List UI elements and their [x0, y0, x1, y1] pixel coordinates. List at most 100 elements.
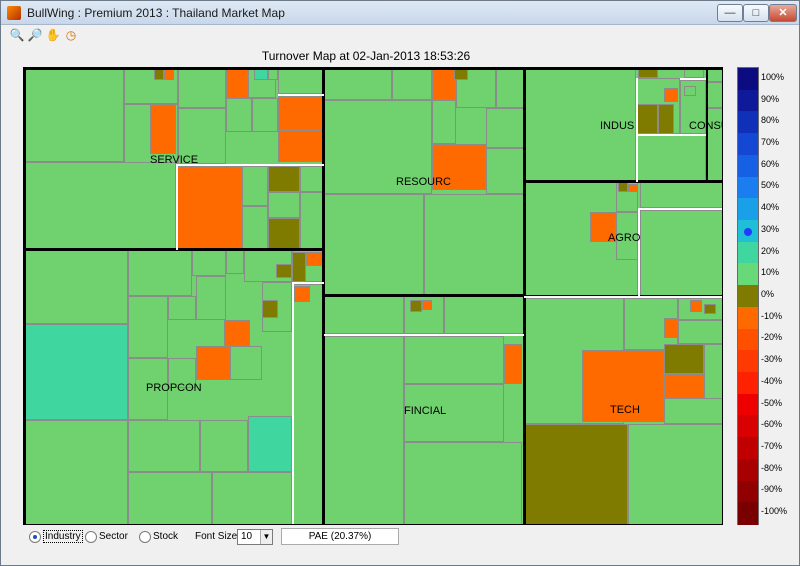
- stock-tile[interactable]: [486, 108, 524, 148]
- treemap[interactable]: SERVICE RESOURC INDUS CONSUMP AGRO PROPC…: [23, 67, 723, 525]
- stock-tile[interactable]: [690, 300, 702, 312]
- stock-tile[interactable]: [128, 472, 212, 524]
- stock-tile[interactable]: [432, 68, 456, 100]
- stock-tile[interactable]: [628, 424, 722, 524]
- stock-tile[interactable]: [658, 104, 674, 134]
- stock-tile[interactable]: [252, 98, 278, 132]
- stock-tile[interactable]: [324, 68, 392, 100]
- stock-tile[interactable]: [278, 96, 324, 130]
- stock-tile[interactable]: [24, 162, 176, 250]
- stock-tile[interactable]: [212, 472, 292, 524]
- stock-tile[interactable]: [200, 420, 248, 472]
- stock-tile[interactable]: [638, 68, 658, 78]
- maximize-button[interactable]: □: [743, 4, 769, 22]
- stock-tile[interactable]: [664, 374, 704, 398]
- stock-tile[interactable]: [324, 336, 404, 524]
- stock-tile[interactable]: [664, 88, 678, 102]
- stock-tile[interactable]: [524, 424, 628, 524]
- stock-tile[interactable]: [704, 304, 716, 314]
- stock-tile[interactable]: [300, 166, 324, 192]
- stock-tile[interactable]: [640, 182, 722, 208]
- stock-tile[interactable]: [432, 100, 456, 144]
- stock-tile[interactable]: [196, 276, 226, 320]
- stock-tile[interactable]: [404, 384, 504, 442]
- sector-radio[interactable]: [85, 531, 97, 543]
- stock-label[interactable]: Stock: [153, 531, 179, 542]
- stock-tile[interactable]: [128, 250, 192, 296]
- stock-tile[interactable]: [24, 68, 124, 162]
- industry-radio[interactable]: [29, 531, 41, 543]
- stock-tile[interactable]: [616, 212, 638, 260]
- stock-tile[interactable]: [590, 212, 616, 242]
- stock-tile[interactable]: [664, 398, 722, 424]
- stock-tile[interactable]: [324, 100, 432, 194]
- pan-hand-icon[interactable]: ✋: [45, 28, 61, 42]
- stock-tile[interactable]: [268, 218, 300, 250]
- stock-tile[interactable]: [636, 134, 706, 182]
- stock-tile[interactable]: [324, 296, 404, 334]
- stock-tile[interactable]: [226, 250, 244, 274]
- stock-tile[interactable]: [678, 320, 722, 344]
- stock-tile[interactable]: [706, 82, 722, 108]
- stock-tile[interactable]: [392, 68, 432, 100]
- sector-label[interactable]: Sector: [99, 531, 128, 542]
- close-button[interactable]: ✕: [769, 4, 797, 22]
- stock-tile[interactable]: [486, 148, 524, 194]
- refresh-clock-icon[interactable]: ◷: [65, 28, 77, 42]
- stock-tile[interactable]: [278, 68, 324, 94]
- stock-tile[interactable]: [422, 300, 432, 310]
- stock-tile[interactable]: [268, 192, 300, 218]
- stock-tile[interactable]: [582, 350, 664, 422]
- stock-tile[interactable]: [24, 420, 128, 524]
- stock-tile[interactable]: [300, 192, 324, 250]
- stock-tile[interactable]: [24, 324, 128, 420]
- stock-tile[interactable]: [128, 420, 200, 472]
- stock-tile[interactable]: [292, 284, 324, 524]
- stock-tile[interactable]: [706, 68, 722, 82]
- stock-tile[interactable]: [292, 252, 306, 282]
- stock-tile[interactable]: [196, 346, 230, 380]
- stock-tile[interactable]: [628, 184, 638, 192]
- stock-tile[interactable]: [176, 166, 242, 250]
- stock-tile[interactable]: [242, 166, 268, 206]
- stock-tile[interactable]: [224, 320, 250, 346]
- stock-tile[interactable]: [424, 194, 524, 296]
- stock-tile[interactable]: [404, 442, 522, 524]
- stock-tile[interactable]: [276, 264, 292, 278]
- stock-tile[interactable]: [684, 86, 696, 96]
- stock-tile[interactable]: [254, 68, 268, 80]
- stock-tile[interactable]: [278, 130, 324, 162]
- stock-tile[interactable]: [178, 68, 226, 108]
- stock-tile[interactable]: [294, 286, 310, 302]
- stock-tile[interactable]: [636, 104, 658, 134]
- stock-tile[interactable]: [268, 68, 278, 80]
- stock-tile[interactable]: [164, 68, 174, 80]
- stock-tile[interactable]: [168, 296, 196, 320]
- stock-tile[interactable]: [454, 68, 468, 80]
- stock-tile[interactable]: [230, 346, 262, 380]
- minimize-button[interactable]: —: [717, 4, 743, 22]
- stock-tile[interactable]: [226, 98, 252, 132]
- stock-tile[interactable]: [226, 68, 248, 98]
- stock-tile[interactable]: [268, 166, 300, 192]
- stock-tile[interactable]: [128, 358, 168, 420]
- chevron-down-icon[interactable]: ▼: [260, 530, 272, 544]
- stock-tile[interactable]: [504, 344, 522, 384]
- stock-tile[interactable]: [664, 318, 678, 338]
- stock-tile[interactable]: [248, 416, 292, 472]
- font-size-select[interactable]: 10 ▼: [237, 529, 273, 545]
- industry-label[interactable]: Industry: [43, 530, 83, 543]
- title-bar[interactable]: BullWing : Premium 2013 : Thailand Marke…: [1, 1, 799, 25]
- zoom-out-icon[interactable]: 🔎: [27, 28, 43, 42]
- stock-tile[interactable]: [404, 336, 504, 384]
- stock-tile[interactable]: [150, 104, 176, 154]
- stock-tile[interactable]: [168, 358, 196, 388]
- stock-tile[interactable]: [192, 250, 226, 276]
- stock-tile[interactable]: [640, 210, 722, 296]
- stock-tile[interactable]: [24, 250, 128, 324]
- stock-tile[interactable]: [618, 182, 628, 192]
- stock-tile[interactable]: [496, 68, 524, 108]
- stock-radio[interactable]: [139, 531, 151, 543]
- stock-tile[interactable]: [704, 344, 722, 400]
- stock-tile[interactable]: [242, 206, 268, 250]
